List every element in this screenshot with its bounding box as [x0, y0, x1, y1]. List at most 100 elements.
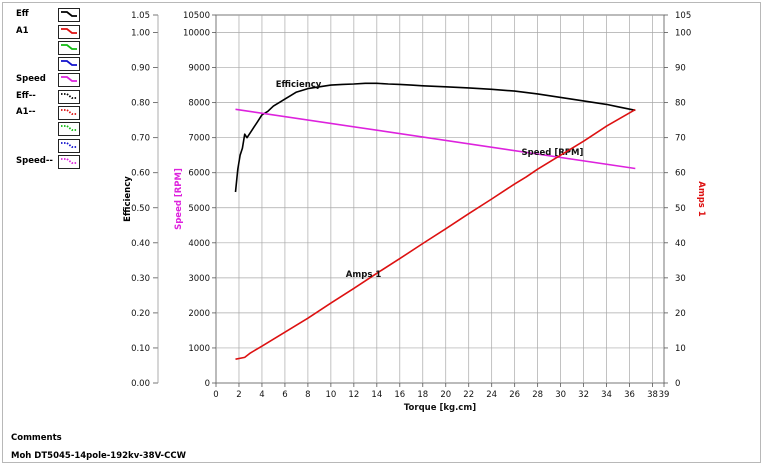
legend-item-a1-ref[interactable]: A1--: [0, 106, 90, 122]
efficiency-tick-label: 0.30: [131, 274, 150, 284]
legend-swatch[interactable]: [58, 122, 80, 136]
x-tick-label: 24: [486, 390, 497, 400]
legend-swatch[interactable]: [58, 90, 80, 104]
efficiency-axis-title: Efficiency: [123, 176, 133, 222]
legend-line-sample: [61, 125, 77, 131]
chart-frame: [2, 2, 761, 463]
speed-tick-label: 5000: [188, 204, 210, 214]
chart-legend: Eff A1 Speed Eff-- A1-- Speed--: [0, 0, 90, 175]
legend-item-green-ref[interactable]: [0, 122, 90, 138]
amps-tick-label: 100: [675, 29, 691, 39]
x-tick-label: 28: [532, 390, 543, 400]
speed-axis-title: Speed [RPM]: [174, 168, 184, 230]
efficiency-tick-label: 1.00: [131, 29, 150, 39]
speed-tick-label: 6000: [188, 169, 210, 179]
amps-tick-label: 40: [675, 239, 686, 249]
legend-swatch[interactable]: [58, 73, 80, 87]
speed-tick-label: 10000: [183, 29, 210, 39]
speed-tick-label: 8000: [188, 99, 210, 109]
x-tick-label: 12: [348, 390, 359, 400]
legend-swatch[interactable]: [58, 155, 80, 169]
x-tick-label: 14: [371, 390, 382, 400]
x-tick-label: 2: [236, 390, 241, 400]
efficiency-tick-label: 0.00: [131, 379, 150, 389]
legend-swatch[interactable]: [58, 41, 80, 55]
speed-tick-label: 0: [205, 379, 210, 389]
legend-line-sample: [61, 44, 77, 50]
legend-line-sample: [61, 93, 77, 99]
efficiency-tick-label: 0.10: [131, 344, 150, 354]
legend-item-a1[interactable]: A1: [0, 25, 90, 41]
legend-item-eff[interactable]: Eff: [0, 8, 90, 24]
efficiency-tick-label: 0.60: [131, 169, 150, 179]
x-tick-label: 0: [213, 390, 218, 400]
efficiency-series-annotation: Efficiency: [276, 80, 322, 90]
x-tick-label: 38: [647, 390, 658, 400]
legend-swatch[interactable]: [58, 8, 80, 22]
legend-line-sample: [61, 11, 77, 17]
legend-line-sample: [61, 109, 77, 115]
legend-swatch[interactable]: [58, 57, 80, 71]
x-axis-title: Torque [kg.cm]: [404, 403, 476, 413]
legend-item-blue[interactable]: [0, 57, 90, 73]
efficiency-tick-label: 0.90: [131, 64, 150, 74]
speed-tick-label: 9000: [188, 64, 210, 74]
speed-tick-label: 4000: [188, 239, 210, 249]
legend-line-sample: [61, 76, 77, 82]
legend-item-speed-ref[interactable]: Speed--: [0, 155, 90, 171]
legend-label: Eff: [16, 9, 29, 19]
amps-tick-label: 10: [675, 344, 686, 354]
efficiency-tick-label: 1.05: [131, 11, 150, 21]
speed-tick-label: 3000: [188, 274, 210, 284]
amps-series-line: [235, 108, 636, 360]
amps-tick-label: 30: [675, 274, 686, 284]
legend-swatch[interactable]: [58, 106, 80, 120]
speed-tick-label: 1000: [188, 344, 210, 354]
x-tick-label: 30: [555, 390, 566, 400]
comments-title: Comments: [11, 433, 62, 443]
legend-label: Speed--: [16, 156, 53, 166]
legend-line-sample: [61, 158, 77, 164]
legend-swatch[interactable]: [58, 25, 80, 39]
x-tick-label: 34: [601, 390, 612, 400]
x-tick-label: 22: [463, 390, 474, 400]
plot-area: [215, 14, 665, 384]
amps-tick-label: 0: [675, 379, 680, 389]
x-tick-label: 4: [259, 390, 264, 400]
speed-series-line: [235, 108, 636, 170]
efficiency-tick-label: 0.80: [131, 99, 150, 109]
legend-label: A1: [16, 26, 29, 36]
legend-line-sample: [61, 60, 77, 66]
amps-tick-label: 90: [675, 64, 686, 74]
x-tick-label: 18: [417, 390, 428, 400]
x-tick-label: 32: [578, 390, 589, 400]
speed-tick-label: 10500: [183, 11, 210, 21]
amps-axis-title: Amps 1: [696, 181, 706, 217]
x-tick-label: 10: [325, 390, 336, 400]
legend-item-eff-ref[interactable]: Eff--: [0, 90, 90, 106]
efficiency-series-line: [234, 82, 636, 193]
amps-tick-label: 20: [675, 309, 686, 319]
legend-label: A1--: [16, 107, 36, 117]
comments-text: Moh DT5045-14pole-192kv-38V-CCW: [11, 451, 186, 461]
legend-swatch[interactable]: [58, 139, 80, 153]
amps-tick-label: 50: [675, 204, 686, 214]
amps-tick-label: 70: [675, 134, 686, 144]
speed-tick-label: 7000: [188, 134, 210, 144]
x-tick-label: 39: [659, 390, 670, 400]
legend-line-sample: [61, 142, 77, 148]
legend-line-sample: [61, 28, 77, 34]
amps-tick-label: 105: [675, 11, 691, 21]
legend-item-speed[interactable]: Speed: [0, 73, 90, 89]
efficiency-tick-label: 0.40: [131, 239, 150, 249]
efficiency-tick-label: 0.70: [131, 134, 150, 144]
legend-item-green[interactable]: [0, 41, 90, 57]
x-tick-label: 26: [509, 390, 520, 400]
amps-tick-label: 80: [675, 99, 686, 109]
legend-item-blue-ref[interactable]: [0, 139, 90, 155]
x-tick-label: 8: [305, 390, 310, 400]
x-tick-label: 20: [440, 390, 451, 400]
amps-series-annotation: Amps 1: [346, 270, 382, 280]
x-tick-label: 16: [394, 390, 405, 400]
